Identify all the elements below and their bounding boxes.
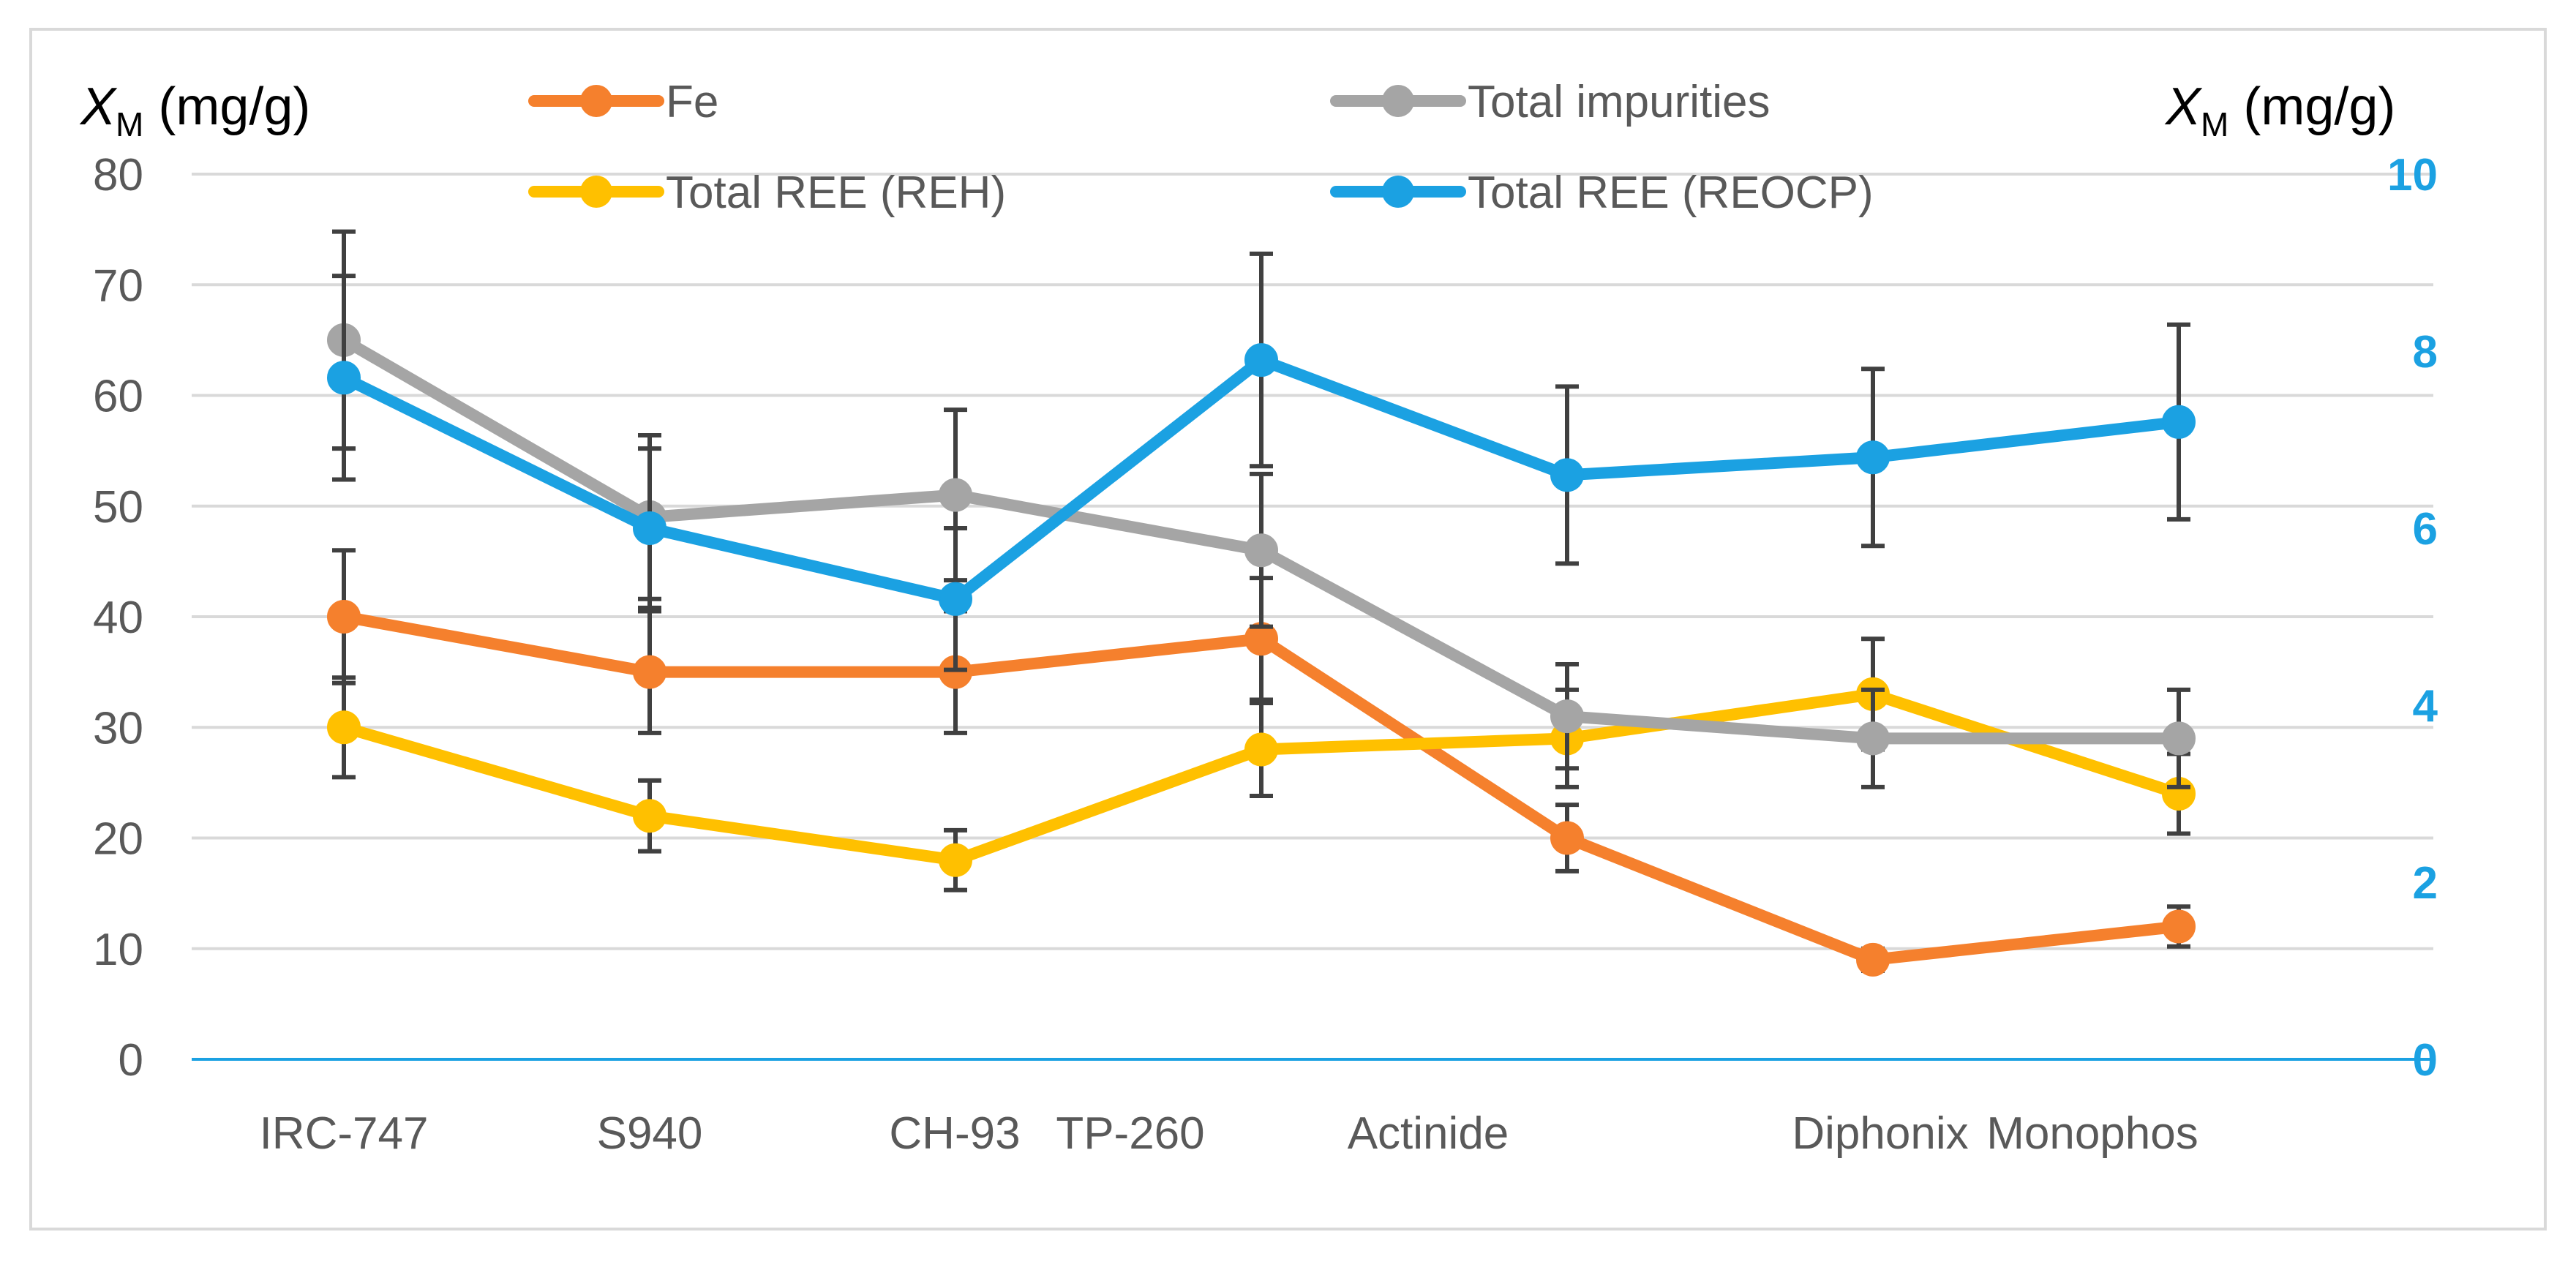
x-tick-label: TP-260 — [1056, 1108, 1204, 1159]
data-point — [2162, 721, 2196, 756]
x-tick-label: Monophos — [1986, 1108, 2198, 1159]
x-tick-label: S940 — [597, 1108, 703, 1159]
right-axis-title: XM (mg/g) — [2164, 78, 2395, 143]
series-total-ree-reocp — [327, 251, 2196, 672]
left-tick-label: 50 — [93, 482, 143, 533]
right-tick-label: 4 — [2413, 681, 2438, 732]
data-point — [633, 799, 666, 833]
legend-swatch-marker — [580, 85, 612, 117]
right-tick-label: 8 — [2413, 327, 2438, 377]
legend-label: Total impurities — [1468, 77, 1770, 127]
gridlines — [192, 173, 2433, 1061]
left-tick-label: 0 — [119, 1035, 143, 1086]
data-point — [1244, 732, 1278, 767]
data-point — [1856, 440, 1890, 475]
left-tick-label: 10 — [93, 925, 143, 975]
data-point — [633, 655, 666, 689]
legend-label: Fe — [666, 77, 718, 127]
data-point — [633, 511, 666, 545]
data-point — [1856, 721, 1890, 756]
left-tick-label: 60 — [93, 372, 143, 422]
right-axis-tick-labels: 0 2 4 6 8 10 — [2387, 150, 2438, 1086]
data-point — [939, 843, 972, 877]
left-axis-title: XM (mg/g) — [79, 78, 310, 143]
data-point — [1550, 458, 1584, 492]
chart-border — [29, 28, 2547, 1230]
data-point — [939, 582, 972, 616]
legend: Fe Total impurities Total REE (REH) Total R… — [528, 77, 1874, 218]
data-point — [327, 361, 361, 395]
legend-item: Total REE (REOCP) — [1330, 168, 1874, 218]
legend-item: Total REE (REH) — [528, 168, 1006, 218]
legend-swatch-marker — [1382, 85, 1414, 117]
data-point — [2162, 909, 2196, 944]
left-tick-label: 40 — [93, 593, 143, 643]
data-point — [327, 600, 361, 634]
data-point — [327, 710, 361, 745]
data-point — [2162, 405, 2196, 439]
x-axis-category-labels: IRC-747 S940 CH-93 TP-260 Actinide Diphonix Mo… — [260, 1108, 2198, 1159]
left-tick-label: 30 — [93, 703, 143, 754]
legend-swatch-marker — [580, 176, 612, 208]
right-tick-label: 6 — [2413, 504, 2438, 555]
data-point — [1856, 942, 1890, 977]
data-point — [939, 478, 972, 512]
x-tick-label: IRC-747 — [260, 1108, 429, 1159]
left-tick-label: 20 — [93, 814, 143, 865]
right-tick-label: 10 — [2387, 150, 2438, 200]
data-point — [1550, 699, 1584, 734]
x-tick-label: CH-93 — [889, 1108, 1020, 1159]
x-tick-label: Diphonix — [1792, 1108, 1968, 1159]
data-point — [1244, 343, 1278, 377]
legend-item: Fe — [528, 77, 718, 127]
left-axis-tick-labels: 0 10 20 30 40 50 60 70 80 — [93, 150, 143, 1086]
left-tick-label: 70 — [93, 260, 143, 311]
data-point — [1244, 533, 1278, 568]
legend-swatch-marker — [1382, 176, 1414, 208]
right-tick-label: 2 — [2413, 858, 2438, 909]
right-tick-label: 0 — [2413, 1035, 2438, 1086]
legend-label: Total REE (REH) — [666, 168, 1006, 218]
left-tick-label: 80 — [93, 150, 143, 200]
legend-item: Total impurities — [1330, 77, 1770, 127]
x-tick-label: Actinide — [1348, 1108, 1509, 1159]
series-layer — [327, 229, 2196, 977]
legend-label: Total REE (REOCP) — [1468, 168, 1874, 218]
data-point — [1550, 821, 1584, 855]
